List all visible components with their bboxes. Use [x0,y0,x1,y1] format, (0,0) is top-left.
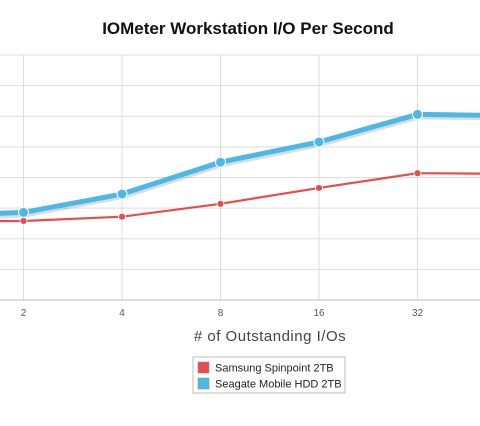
x-tick-label: 16 [313,308,325,319]
plot-area: 1248163264 [0,54,480,319]
x-axis-label: # of Outstanding I/Os [194,328,346,345]
legend-box [192,356,346,394]
data-point [18,206,29,218]
data-point [315,184,323,192]
data-point [19,217,28,225]
legend-label: Seagate Mobile HDD 2TB [215,379,342,391]
data-point [116,188,128,200]
x-tick-label: 32 [412,308,424,319]
data-point [215,156,226,168]
x-tick-label: 2 [21,308,27,319]
legend-swatch [197,377,210,390]
data-point [412,108,423,120]
data-point [413,169,422,178]
data-point [216,199,225,208]
legend-swatch [197,361,210,374]
data-point [313,136,325,148]
data-point [118,212,126,221]
legend: Samsung Spinpoint 2TB Seagate Mobile HDD … [192,356,346,394]
x-tick-label: 8 [218,308,224,319]
chart-title: IOMeter Workstation I/O Per Second [102,19,394,38]
x-tick-label: 4 [119,308,125,319]
legend-label: Samsung Spinpoint 2TB [215,363,334,375]
